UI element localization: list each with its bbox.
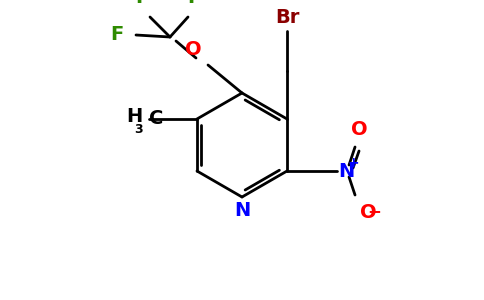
Text: H: H <box>127 106 143 125</box>
Text: Br: Br <box>275 8 299 27</box>
Text: C: C <box>149 109 163 128</box>
Text: 3: 3 <box>135 123 143 136</box>
Text: +: + <box>347 156 359 170</box>
Text: F: F <box>187 0 201 7</box>
Text: −: − <box>367 202 381 220</box>
Text: N: N <box>234 201 250 220</box>
Text: O: O <box>351 120 367 139</box>
Text: F: F <box>136 0 149 7</box>
Text: O: O <box>185 40 202 59</box>
Text: F: F <box>111 26 124 44</box>
Text: N: N <box>338 161 354 181</box>
Text: O: O <box>360 203 377 222</box>
